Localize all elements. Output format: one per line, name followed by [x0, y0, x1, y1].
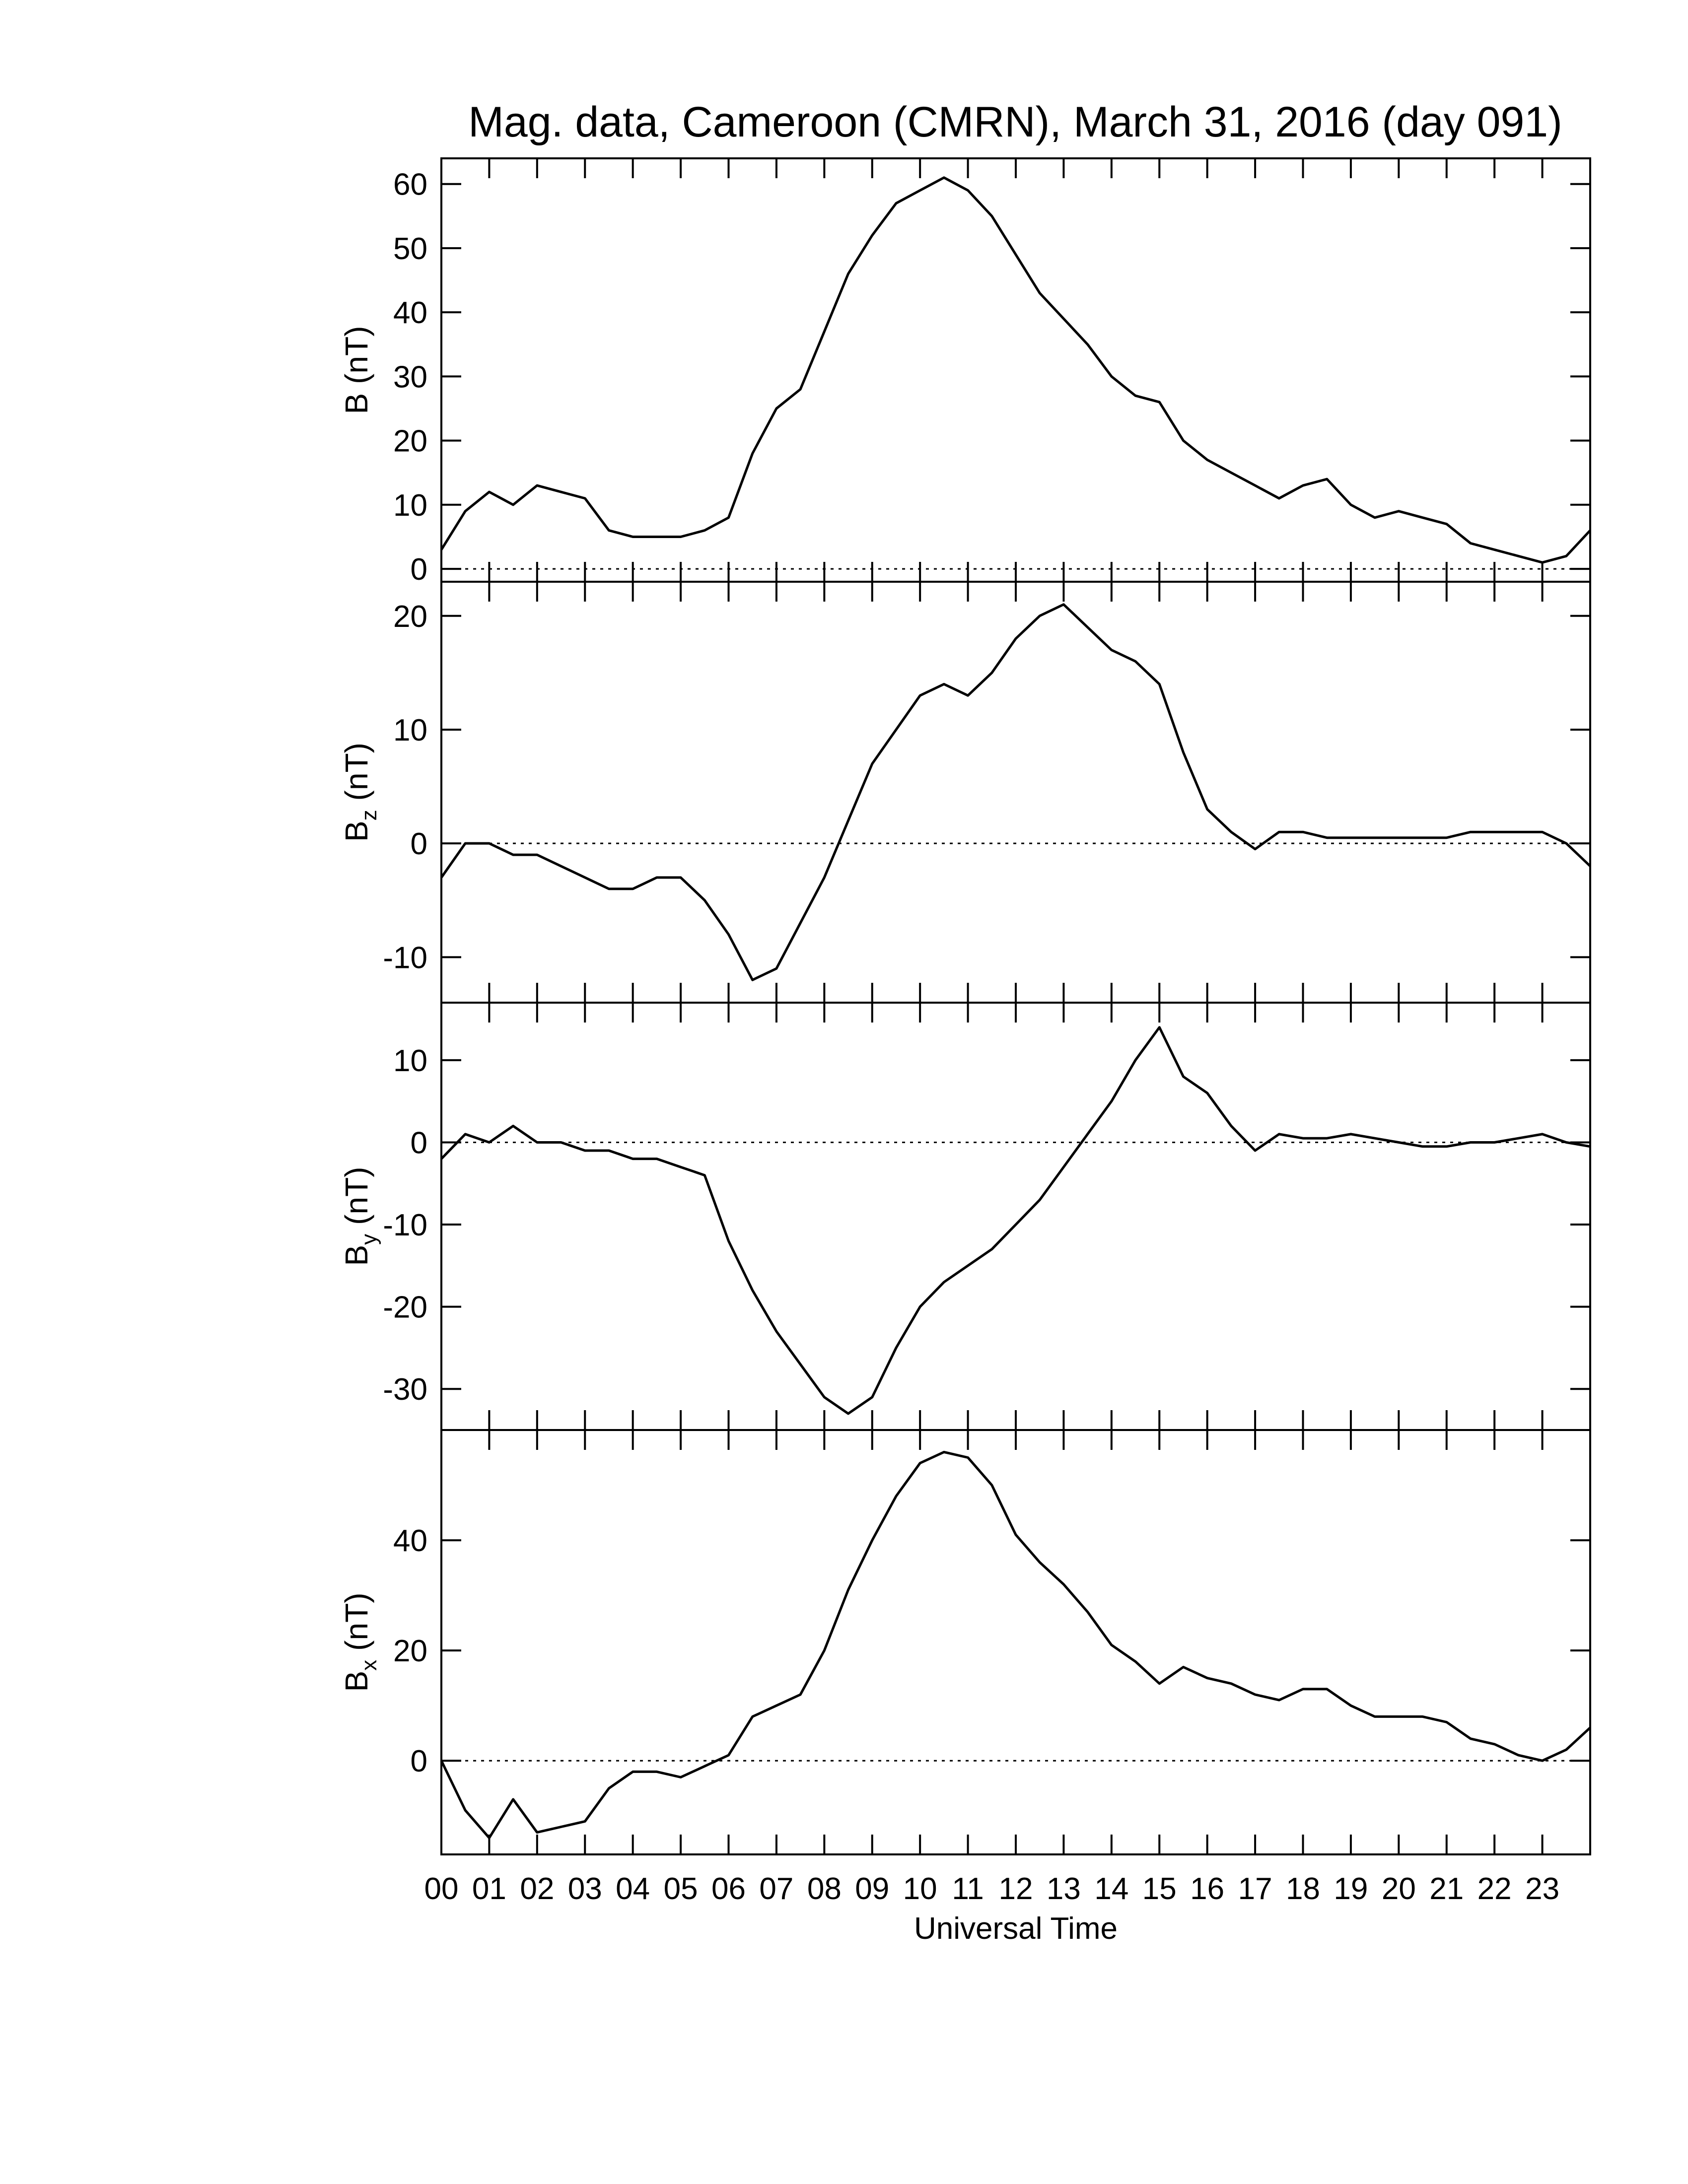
x-tick-label: 10 — [903, 1872, 937, 1906]
y-label-unit: (nT) — [339, 1167, 374, 1225]
x-tick-label: 02 — [520, 1872, 554, 1906]
y-tick-label: 10 — [393, 713, 427, 748]
y-label-symbol: B — [339, 393, 374, 414]
y-tick-label: 0 — [411, 1126, 427, 1160]
y-tick-label: 0 — [411, 552, 427, 587]
y-tick-label: 20 — [393, 600, 427, 634]
y-tick-label: -10 — [383, 941, 427, 975]
x-tick-label: 09 — [855, 1872, 889, 1906]
data-line — [440, 603, 1591, 981]
y-tick-label: 60 — [393, 168, 427, 202]
y-tick-label: 40 — [393, 1524, 427, 1558]
x-tick-label: 23 — [1525, 1872, 1559, 1906]
y-label-subscript: x — [357, 1660, 381, 1671]
y-axis-label: By (nT) — [339, 1167, 381, 1266]
data-line — [440, 176, 1591, 564]
x-tick-label: 16 — [1190, 1872, 1224, 1906]
data-line — [440, 1026, 1591, 1415]
x-tick-label: 11 — [952, 1872, 984, 1906]
x-tick-label: 18 — [1286, 1872, 1320, 1906]
y-tick-label: 10 — [393, 1044, 427, 1078]
y-tick-label: 40 — [393, 296, 427, 330]
y-axis-label: Bz (nT) — [339, 743, 381, 842]
y-label-symbol: B — [339, 820, 374, 842]
x-tick-label: 17 — [1238, 1872, 1272, 1906]
x-tick-label: 22 — [1477, 1872, 1512, 1906]
x-tick-label: 21 — [1429, 1872, 1464, 1906]
y-label-unit: (nT) — [339, 743, 374, 801]
y-tick-label: 0 — [411, 827, 427, 861]
x-tick-label: 05 — [664, 1872, 698, 1906]
y-label-subscript: y — [357, 1234, 381, 1245]
x-tick-label: 01 — [472, 1872, 506, 1906]
y-label-subscript: z — [357, 810, 381, 820]
x-tick-label: 04 — [616, 1872, 650, 1906]
y-label-symbol: B — [339, 1245, 374, 1266]
y-tick-label: -30 — [383, 1372, 427, 1407]
x-tick-label: 07 — [759, 1872, 793, 1906]
y-tick-label: 30 — [393, 360, 427, 394]
y-tick-label: -20 — [383, 1291, 427, 1325]
x-tick-label: 12 — [999, 1872, 1033, 1906]
x-tick-label: 00 — [424, 1872, 459, 1906]
x-tick-label: 20 — [1382, 1872, 1416, 1906]
data-line — [440, 1450, 1591, 1840]
x-tick-label: 06 — [711, 1872, 746, 1906]
y-axis-label: Bx (nT) — [339, 1593, 381, 1692]
y-label-unit: (nT) — [339, 1593, 374, 1651]
x-tick-label: 14 — [1094, 1872, 1128, 1906]
x-tick-label: 15 — [1142, 1872, 1177, 1906]
y-label-unit: (nT) — [339, 326, 374, 384]
y-tick-label: 20 — [393, 1634, 427, 1668]
y-tick-label: 10 — [393, 488, 427, 523]
y-axis-label: B (nT) — [339, 326, 374, 414]
y-label-symbol: B — [339, 1671, 374, 1692]
y-tick-label: 20 — [393, 424, 427, 459]
x-tick-label: 13 — [1047, 1872, 1081, 1906]
x-tick-label: 03 — [568, 1872, 602, 1906]
chart-title: Mag. data, Cameroon (CMRN), March 31, 20… — [468, 98, 1562, 146]
x-tick-label: 08 — [807, 1872, 842, 1906]
x-axis-label: Universal Time — [914, 1911, 1118, 1946]
x-tick-label: 19 — [1334, 1872, 1368, 1906]
y-tick-label: -10 — [383, 1208, 427, 1242]
y-tick-label: 0 — [411, 1744, 427, 1778]
y-tick-label: 50 — [393, 232, 427, 266]
